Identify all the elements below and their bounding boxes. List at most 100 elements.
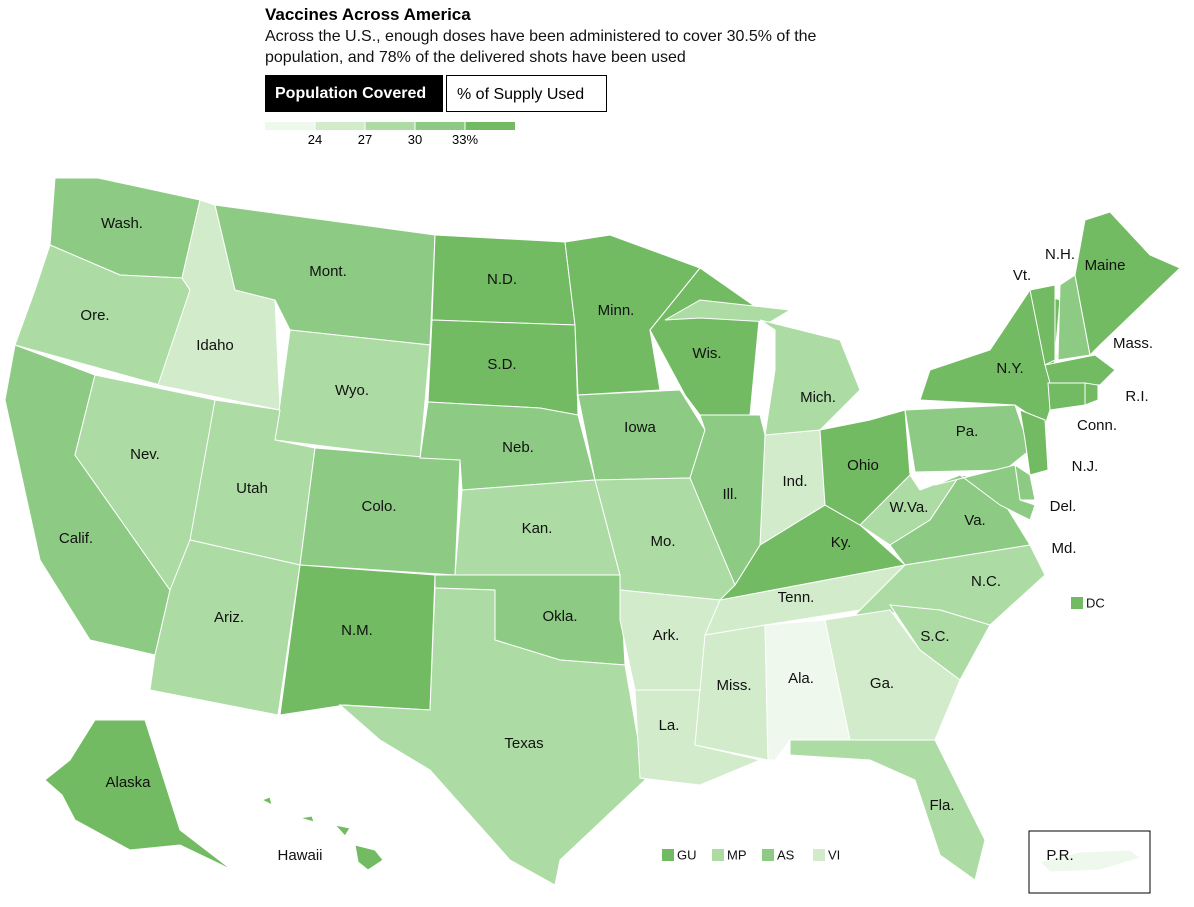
state-label: La. — [659, 717, 680, 734]
state — [934, 464, 1036, 521]
territory-label: GU — [677, 847, 697, 862]
state — [44, 719, 233, 871]
state-label: Pa. — [956, 423, 979, 440]
state — [704, 564, 907, 636]
state-label: Hawaii — [277, 847, 322, 864]
state — [564, 234, 701, 396]
state-label: Mo. — [650, 533, 675, 550]
state-label: Colo. — [361, 498, 396, 515]
state — [824, 609, 961, 741]
legend-swatch — [415, 122, 465, 130]
state-label: Idaho — [196, 337, 234, 354]
state-label: Del. — [1050, 498, 1077, 515]
state-label: Miss. — [717, 677, 752, 694]
tab[interactable]: Population Covered — [265, 75, 443, 112]
state — [274, 329, 431, 459]
state-label: Ohio — [847, 457, 879, 474]
state — [853, 544, 1046, 626]
state — [819, 409, 911, 526]
state — [454, 479, 621, 576]
state-label: Minn. — [598, 302, 635, 319]
state — [889, 474, 1031, 566]
state-label: Ga. — [870, 675, 894, 692]
state-label: Ill. — [723, 486, 738, 503]
state — [1039, 849, 1142, 873]
state — [694, 624, 769, 761]
state-label: Ore. — [80, 307, 109, 324]
state — [888, 604, 991, 681]
state-label: N.J. — [1072, 458, 1099, 475]
state-label: N.C. — [971, 573, 1001, 590]
state-label: P.R. — [1046, 847, 1073, 864]
state-label: Tenn. — [778, 589, 815, 606]
state-label: Kan. — [522, 520, 553, 537]
legend-swatch — [315, 122, 365, 130]
legend-tick-label: 24 — [308, 132, 322, 147]
tab[interactable]: % of Supply Used — [446, 75, 607, 112]
territory-swatch — [712, 849, 724, 861]
state — [431, 234, 576, 326]
state — [149, 539, 301, 716]
state — [619, 589, 721, 691]
state-label: Texas — [504, 735, 543, 752]
state — [764, 619, 851, 761]
state — [1019, 409, 1049, 476]
state — [718, 504, 907, 601]
state — [260, 796, 384, 871]
territory-label: DC — [1086, 595, 1105, 610]
legend-tick-label: 33% — [452, 132, 478, 147]
state-label: Okla. — [542, 608, 577, 625]
state-label: Va. — [964, 512, 985, 529]
territory-label: VI — [828, 847, 840, 862]
state — [1044, 354, 1116, 386]
state — [299, 447, 461, 576]
state-label: Alaska — [105, 774, 151, 791]
state-label: S.D. — [487, 356, 516, 373]
state-label: N.Y. — [996, 360, 1023, 377]
state — [279, 564, 436, 716]
legend-tick-label: 27 — [358, 132, 372, 147]
state-label: Wyo. — [335, 382, 369, 399]
state-label: Calif. — [59, 530, 93, 547]
territory-swatch — [813, 849, 825, 861]
legend-swatch — [365, 122, 415, 130]
state — [14, 244, 191, 386]
state-label: Neb. — [502, 439, 534, 456]
state-label: W.Va. — [890, 499, 929, 516]
territory-swatch — [762, 849, 774, 861]
state — [157, 199, 281, 411]
state-label: Ala. — [788, 670, 814, 687]
state-label: Mont. — [309, 263, 347, 280]
state — [1074, 211, 1181, 357]
territory-label: MP — [727, 847, 747, 862]
state-label: Nev. — [130, 446, 160, 463]
state — [919, 289, 1061, 426]
state-label: Md. — [1051, 540, 1076, 557]
legend-swatch — [465, 122, 515, 130]
state — [664, 299, 861, 436]
state-label: N.D. — [487, 271, 517, 288]
state-label: Mass. — [1113, 335, 1153, 352]
state — [904, 404, 1031, 473]
legend-swatch — [265, 122, 315, 130]
subtitle: Across the U.S., enough doses have been … — [265, 28, 817, 66]
state — [1029, 284, 1056, 366]
state — [1057, 274, 1091, 361]
state — [4, 344, 171, 656]
state-label: Fla. — [929, 797, 954, 814]
state-label: N.H. — [1045, 246, 1075, 263]
state-label: Mich. — [800, 389, 836, 406]
state — [214, 204, 436, 346]
state — [1047, 382, 1086, 411]
state-label: R.I. — [1125, 388, 1148, 405]
state-label: Maine — [1085, 257, 1126, 274]
state — [649, 267, 761, 416]
state-label: Wash. — [101, 215, 143, 232]
state-label: Wis. — [692, 345, 721, 362]
state-label: Vt. — [1013, 267, 1031, 284]
state-label: Utah — [236, 480, 268, 497]
state — [577, 389, 706, 481]
state — [634, 689, 762, 786]
pr-box — [1028, 830, 1151, 894]
state-label: S.C. — [920, 628, 949, 645]
